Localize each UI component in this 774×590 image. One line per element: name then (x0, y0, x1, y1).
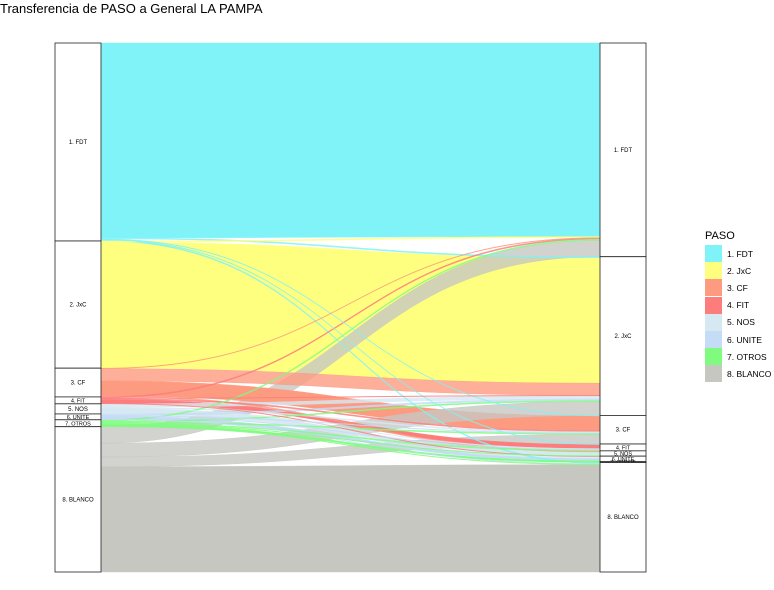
paso-node-8 (54, 426, 102, 573)
legend-key-2 (705, 262, 722, 280)
paso-node-label-1: 1. FDT (69, 140, 88, 146)
legend-label-6: 6. UNITE (727, 334, 762, 345)
legend-key-7 (705, 348, 722, 366)
paso-node-label-3: 3. CF (71, 381, 86, 387)
general-node-label-8: 8. BLANCO (607, 515, 639, 521)
legend-label-5: 5. NOS (727, 317, 755, 328)
general-node-label-4: 4. FIT (616, 445, 631, 451)
general-node-label-5: 5. NOS (614, 452, 632, 458)
paso-node-3 (54, 367, 102, 398)
flow-1-to-1 (100, 42, 601, 238)
legend-key-6 (705, 331, 722, 349)
general-node-label-6: 6. UNITE (612, 457, 635, 463)
flow-8-to-8 (100, 464, 601, 573)
general-node-label-1: 1. FDT (614, 148, 633, 154)
general-node-label-2: 2. JxC (614, 334, 632, 340)
paso-node-label-6: 6. UNITE (67, 415, 90, 421)
legend-item-3: 3. CF (705, 279, 771, 297)
legend: PASO 1. FDT 2. JxC 3. CF 4. FIT 5. NOS 6. UNI… (705, 230, 771, 383)
legend-item-4: 4. FIT (705, 296, 771, 314)
flows-layer (100, 42, 601, 573)
legend-items: 1. FDT 2. JxC 3. CF 4. FIT 5. NOS 6. UNITE 7. … (705, 245, 771, 383)
legend-key-1 (705, 245, 722, 263)
paso-node-label-8: 8. BLANCO (62, 497, 94, 503)
general-node-3 (599, 415, 647, 445)
legend-key-3 (705, 279, 722, 297)
paso-node-label-2: 2. JxC (69, 303, 87, 309)
legend-label-4: 4. FIT (727, 300, 750, 311)
general-node-2 (599, 256, 647, 416)
legend-key-4 (705, 296, 722, 314)
legend-label-2: 2. JxC (727, 265, 752, 276)
legend-item-7: 7. OTROS (705, 348, 771, 366)
paso-node-label-4: 4. FIT (71, 398, 86, 404)
legend-item-1: 1. FDT (705, 245, 771, 263)
paso-node-1 (54, 42, 102, 242)
legend-label-8: 8. BLANCO (727, 368, 772, 379)
legend-item-6: 6. UNITE (705, 331, 771, 349)
legend-item-8: 8. BLANCO (705, 365, 772, 383)
general-node-label-3: 3. CF (616, 428, 631, 434)
general-node-1 (599, 42, 647, 258)
paso-node-label-5: 5. NOS (68, 407, 88, 413)
legend-label-1: 1. FDT (727, 248, 753, 259)
paso-node-label-7: 7. OTROS (65, 421, 91, 427)
legend-key-8 (705, 365, 722, 383)
chart-title: Transferencia de PASO a General LA PAMPA (0, 1, 263, 16)
legend-label-7: 7. OTROS (727, 351, 767, 362)
legend-title: PASO (705, 230, 735, 242)
legend-key-5 (705, 313, 722, 331)
legend-item-2: 2. JxC (705, 262, 771, 280)
general-node-8 (599, 462, 647, 573)
legend-item-5: 5. NOS (705, 313, 771, 331)
legend-label-3: 3. CF (727, 282, 748, 293)
paso-node-2 (54, 240, 102, 369)
